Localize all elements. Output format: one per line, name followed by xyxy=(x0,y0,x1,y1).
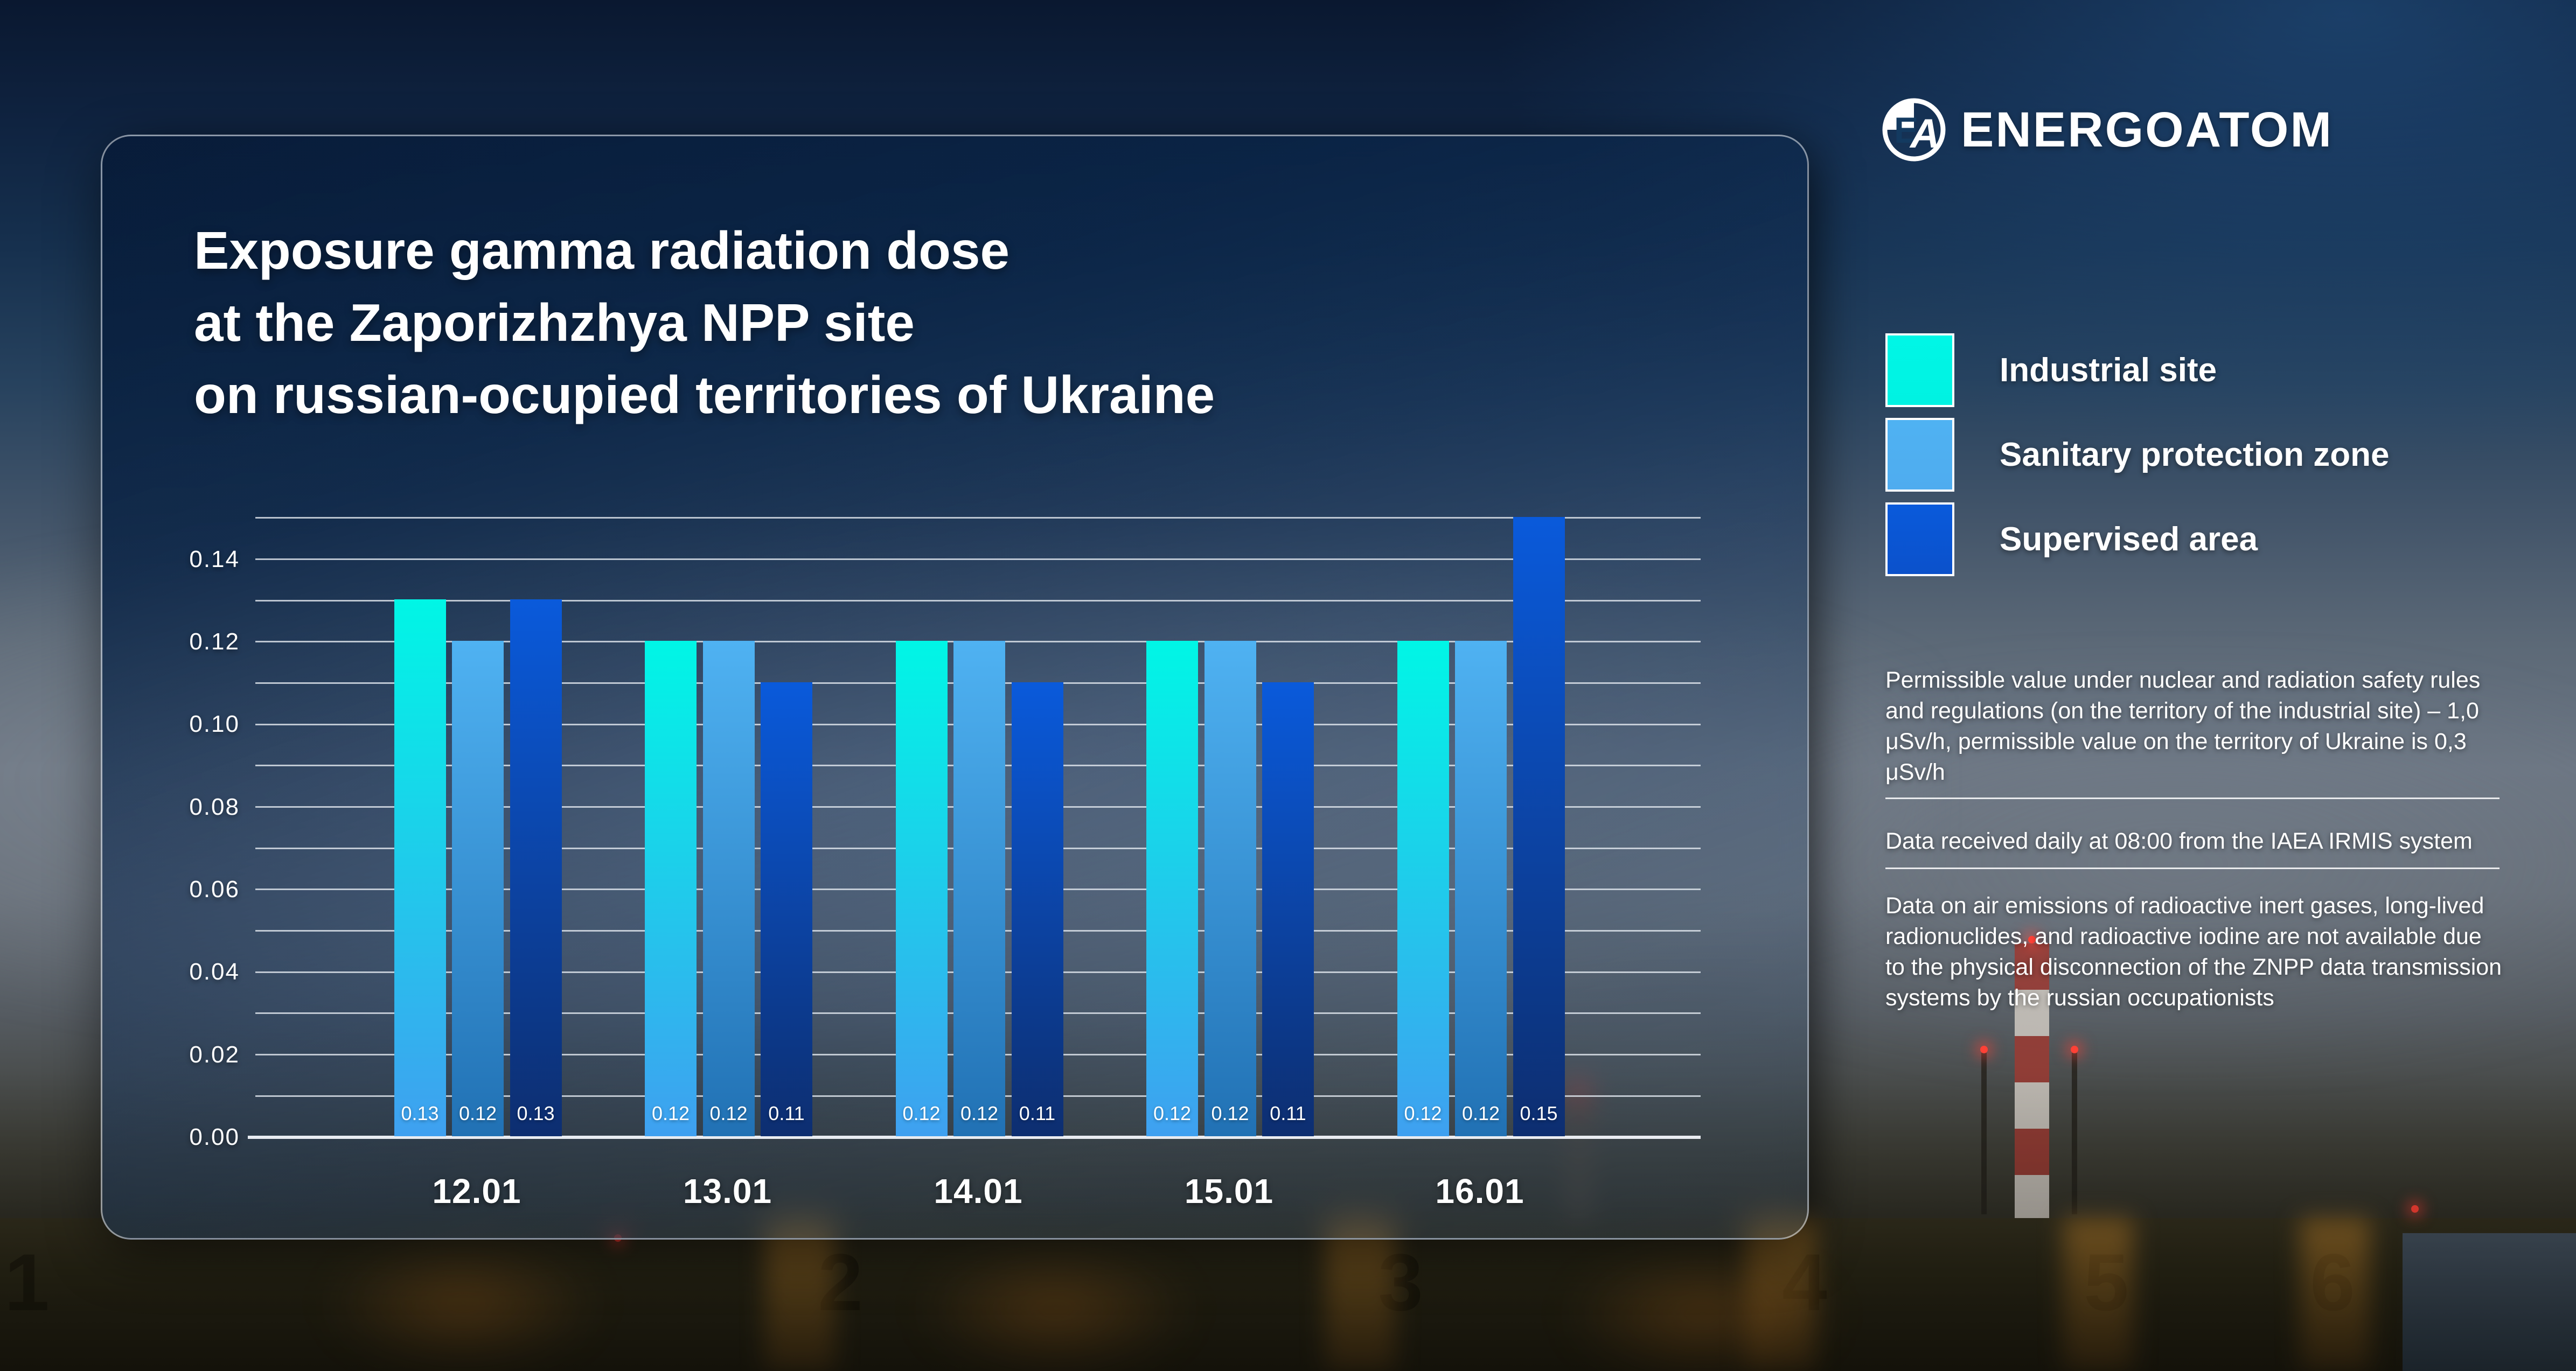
legend-swatch xyxy=(1885,502,1954,576)
y-axis-tick-label: 0.02 xyxy=(189,1041,240,1068)
bar-value-label: 0.11 xyxy=(1270,1102,1306,1124)
energoatom-logo: E A ENERGOATOM xyxy=(1881,97,2333,163)
note-permissible-values: Permissible value under nuclear and radi… xyxy=(1885,667,2481,785)
bar-value-label: 0.12 xyxy=(902,1102,941,1124)
bar-sanitary-protection-zone xyxy=(1455,640,1507,1136)
divider xyxy=(1885,868,2500,869)
bar-value-label: 0.12 xyxy=(1404,1102,1442,1124)
light-glow xyxy=(323,1239,603,1368)
mast xyxy=(2072,1053,2077,1214)
x-axis-category-label: 13.01 xyxy=(683,1172,772,1211)
light-glow xyxy=(916,1244,1196,1371)
mast xyxy=(1981,1053,1987,1214)
bar-value-label: 0.11 xyxy=(768,1102,805,1124)
logo-letter-e: E xyxy=(1894,110,1918,151)
bar-sanitary-protection-zone xyxy=(452,640,504,1136)
bar-value-label: 0.12 xyxy=(709,1102,748,1124)
y-axis-tick-label: 0.12 xyxy=(189,628,240,655)
beacon-light xyxy=(2411,1205,2419,1213)
bar-sanitary-protection-zone xyxy=(953,640,1005,1136)
power-plant-buildings xyxy=(0,1218,2576,1371)
divider xyxy=(1885,798,2500,799)
water xyxy=(2403,1233,2576,1371)
striped-chimney xyxy=(2015,943,2049,1245)
x-axis-baseline xyxy=(248,1136,1701,1139)
y-axis-tick-label: 0.08 xyxy=(189,793,240,820)
x-axis-category-label: 16.01 xyxy=(1435,1172,1524,1211)
legend-row-2: Sanitary protection zone xyxy=(1885,418,2389,492)
bar-supervised-area xyxy=(1262,682,1314,1136)
gridline xyxy=(255,599,1701,601)
gridline xyxy=(255,517,1701,519)
energoatom-logo-text: ENERGOATOM xyxy=(1961,102,2334,157)
bar-value-label: 0.15 xyxy=(1520,1102,1558,1124)
beacon-light xyxy=(1980,1046,1988,1053)
bar-supervised-area xyxy=(1513,516,1565,1136)
gridline xyxy=(255,558,1701,561)
bar-value-label: 0.12 xyxy=(458,1102,497,1124)
legend-label: Sanitary protection zone xyxy=(2000,436,2390,473)
chart-title-line2: at the Zaporizhzhya NPP site xyxy=(194,293,915,352)
y-axis-tick-label: 0.06 xyxy=(189,876,240,903)
bar-value-label: 0.11 xyxy=(1019,1102,1056,1124)
lit-wall xyxy=(2300,1218,2370,1371)
bar-supervised-area xyxy=(761,682,812,1136)
bar-sanitary-protection-zone xyxy=(1204,640,1256,1136)
legend-row-3: Supervised area xyxy=(1885,502,2389,576)
x-axis-category-label: 12.01 xyxy=(432,1172,521,1211)
bar-supervised-area xyxy=(510,599,562,1136)
y-axis-tick-label: 0.10 xyxy=(189,711,240,738)
logo-letter-a: A xyxy=(1909,111,1940,157)
legend-swatch xyxy=(1885,418,1954,492)
bar-value-label: 0.12 xyxy=(960,1102,999,1124)
plant-unit-number: 1 xyxy=(0,1236,86,1329)
chart-title-line3: on russian-ocupied territories of Ukrain… xyxy=(194,365,1215,424)
bar-value-label: 0.12 xyxy=(1211,1102,1249,1124)
note-data-source: Data received daily at 08:00 from the IA… xyxy=(1885,828,2473,854)
legend-label: Supervised area xyxy=(2000,521,2258,558)
beacon-light xyxy=(2071,1046,2078,1053)
bar-industrial-site xyxy=(895,640,948,1136)
bar-supervised-area xyxy=(1011,682,1063,1136)
bar-value-label: 0.12 xyxy=(1461,1102,1500,1124)
bar-industrial-site xyxy=(394,599,446,1136)
legend-swatch xyxy=(1885,333,1954,407)
legend-row-1: Industrial site xyxy=(1885,333,2389,407)
bar-value-label: 0.12 xyxy=(1153,1102,1192,1124)
x-axis-category-label: 15.01 xyxy=(1184,1172,1274,1211)
y-axis-tick-label: 0.14 xyxy=(189,545,240,572)
bar-value-label: 0.13 xyxy=(401,1102,439,1124)
bar-value-label: 0.13 xyxy=(517,1102,555,1124)
lit-wall xyxy=(2063,1218,2133,1371)
bar-industrial-site xyxy=(1146,640,1198,1136)
bar-value-label: 0.12 xyxy=(651,1102,690,1124)
beacon-light xyxy=(2028,936,2036,943)
chart-title: Exposure gamma radiation dose at the Zap… xyxy=(194,214,1215,431)
legend-label: Industrial site xyxy=(2000,352,2217,389)
bar-industrial-site xyxy=(645,640,697,1136)
lit-wall xyxy=(1745,1218,1815,1371)
bar-industrial-site xyxy=(1397,640,1449,1136)
energoatom-logo-icon: E A xyxy=(1882,98,1946,162)
bar-sanitary-protection-zone xyxy=(702,640,755,1136)
notes-column: Permissible value under nuclear and radi… xyxy=(1885,665,2505,1013)
chart-title-line1: Exposure gamma radiation dose xyxy=(194,221,1009,280)
light-glow xyxy=(1562,1249,1842,1371)
y-axis-tick-label: 0.04 xyxy=(189,959,240,985)
x-axis-category-label: 14.01 xyxy=(934,1172,1023,1211)
note-emissions-unavailable: Data on air emissions of radioactive ine… xyxy=(1885,893,2502,1011)
lit-wall xyxy=(1325,1218,1395,1371)
y-axis-tick-label: 0.00 xyxy=(189,1124,240,1150)
chart-legend: Industrial site Sanitary protection zone S… xyxy=(1885,333,2389,587)
lit-wall xyxy=(765,1218,835,1371)
